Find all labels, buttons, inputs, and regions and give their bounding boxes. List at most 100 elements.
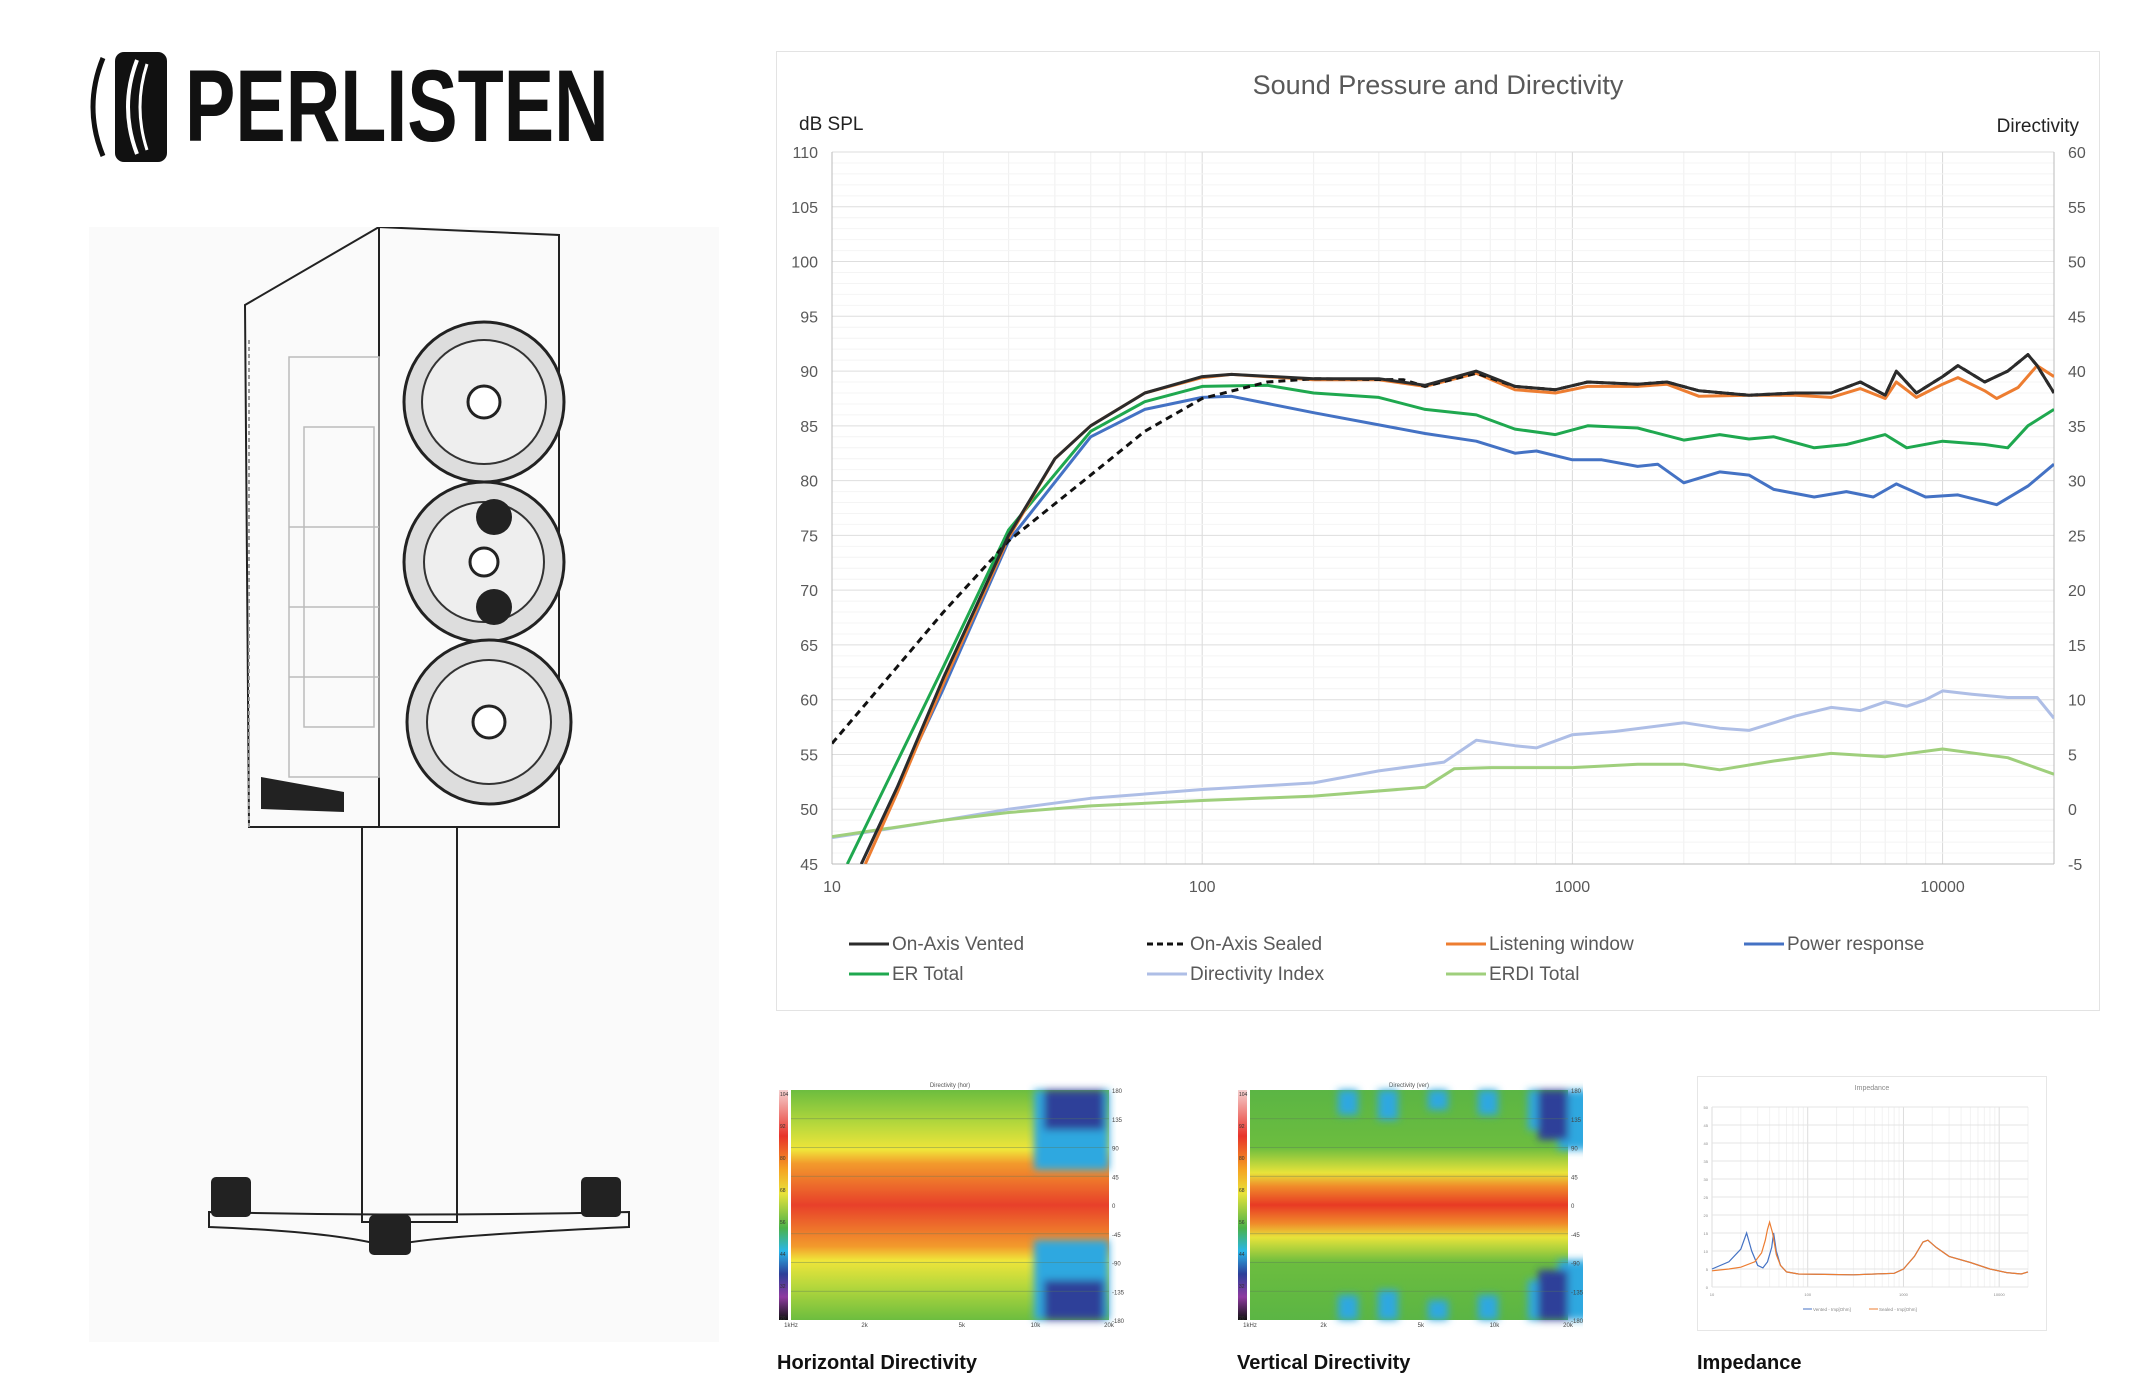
logo-mark-icon xyxy=(90,52,167,162)
legend-label: ERDI Total xyxy=(1489,964,1579,985)
y-tick-label: 55 xyxy=(800,747,818,764)
angle-tick-label: -90 xyxy=(1112,1262,1121,1268)
y-tick-label: 75 xyxy=(800,528,818,545)
series-line-on-axis-vented xyxy=(859,353,2054,864)
y-tick-label: 50 xyxy=(1704,1105,1709,1110)
woofer-top-icon xyxy=(402,320,566,484)
freq-tick-label: 20k xyxy=(1104,1323,1115,1329)
y-tick-label: 35 xyxy=(1704,1159,1709,1164)
angle-tick-label: 180 xyxy=(1112,1089,1123,1095)
y-tick-label: 95 xyxy=(800,309,818,326)
y-tick-label: 90 xyxy=(800,364,818,381)
midrange-tweeter-icon xyxy=(402,480,566,644)
angle-tick-label: -135 xyxy=(1571,1290,1583,1296)
angle-tick-label: 135 xyxy=(1112,1118,1123,1124)
y-tick-label: 85 xyxy=(800,419,818,436)
colorbar-label: 32 xyxy=(780,1284,786,1290)
legend-label: On-Axis Vented xyxy=(892,934,1024,955)
freq-tick-label: 5k xyxy=(959,1323,966,1329)
legend-item: Listening window xyxy=(1446,934,1634,955)
colorbar-label: 80 xyxy=(780,1156,786,1162)
series-line-on-axis-sealed xyxy=(832,353,2054,745)
heatmap-title: Directivity (ver) xyxy=(1389,1083,1429,1089)
y-tick-label: 30 xyxy=(1704,1177,1709,1182)
x-tick-label: 100 xyxy=(1804,1292,1811,1297)
y2-tick-label: 35 xyxy=(2068,419,2086,436)
speaker-illustration xyxy=(89,225,719,1342)
y-tick-label: 65 xyxy=(800,638,818,655)
series-line-directivity-index xyxy=(832,689,2054,840)
y-tick-label: 20 xyxy=(1704,1213,1709,1218)
y-tick-label: 0 xyxy=(1706,1285,1709,1290)
y-tick-label: 80 xyxy=(800,474,818,491)
y2-tick-label: 60 xyxy=(2068,145,2086,162)
colorbar-label: 104 xyxy=(780,1092,789,1098)
colorbar xyxy=(1238,1090,1247,1320)
x-tick-label: 10000 xyxy=(1994,1292,2006,1297)
impedance-series-line xyxy=(1711,1220,2029,1276)
vertical-directivity-heatmap: Directivity (ver) 104 92 80 68 56 44 32 20 180 135… xyxy=(1238,1080,1598,1330)
perlisten-logo: PERLISTEN xyxy=(85,49,685,165)
x-tick-label: 10 xyxy=(1710,1292,1715,1297)
y2-tick-label: 5 xyxy=(2068,747,2077,764)
angle-tick-label: -180 xyxy=(1571,1319,1583,1325)
horizontal-directivity-heatmap: Directivity (hor) 104 92 80 68 56 44 32 20 180 135… xyxy=(779,1080,1125,1330)
y2-tick-label: 15 xyxy=(2068,638,2086,655)
y-tick-label: 70 xyxy=(800,583,818,600)
legend-label: On-Axis Sealed xyxy=(1190,934,1322,955)
freq-tick-label: 10k xyxy=(1031,1323,1042,1329)
y-axis-label: dB SPL xyxy=(799,114,863,135)
y2-axis-label: Directivity xyxy=(1997,116,2080,137)
x-tick-label: 10000 xyxy=(1920,879,1965,896)
legend-item: ERDI Total xyxy=(1446,964,1579,985)
colorbar-label: 68 xyxy=(1239,1188,1245,1194)
y-tick-label: 25 xyxy=(1704,1195,1709,1200)
heatmap-low-level-regions xyxy=(1338,1090,1598,1320)
freq-tick-label: 20k xyxy=(1563,1323,1574,1329)
angle-tick-label: -135 xyxy=(1112,1290,1124,1296)
angle-tick-label: -180 xyxy=(1112,1319,1124,1325)
angle-tick-label: 45 xyxy=(1112,1175,1119,1181)
y2-tick-label: 0 xyxy=(2068,802,2077,819)
brand-name: PERLISTEN xyxy=(185,49,609,163)
legend-item: Directivity Index xyxy=(1147,964,1325,985)
y-tick-label: 50 xyxy=(800,802,818,819)
heatmap-low-level-regions xyxy=(1034,1090,1109,1320)
colorbar-label: 56 xyxy=(1239,1220,1245,1226)
legend-label: Directivity Index xyxy=(1190,964,1325,985)
y-tick-label: 100 xyxy=(791,255,818,272)
freq-tick-label: 1kHz xyxy=(1243,1323,1257,1329)
horizontal-directivity-label: Horizontal Directivity xyxy=(777,1352,978,1374)
colorbar-label: 92 xyxy=(1239,1124,1245,1130)
colorbar-label: 104 xyxy=(1239,1092,1248,1098)
series-line-er-total xyxy=(845,383,2054,864)
angle-tick-label: 180 xyxy=(1571,1089,1582,1095)
impedance-label: Impedance xyxy=(1697,1352,1802,1374)
colorbar-label: 44 xyxy=(780,1252,786,1258)
freq-tick-label: 1kHz xyxy=(784,1323,798,1329)
heatmap-field xyxy=(1250,1090,1568,1320)
angle-tick-label: 90 xyxy=(1112,1147,1119,1153)
angle-tick-label: 135 xyxy=(1571,1118,1582,1124)
colorbar-label: 56 xyxy=(780,1220,786,1226)
y-tick-label: 45 xyxy=(800,857,818,874)
series-line-power-response xyxy=(859,394,2054,864)
x-tick-label: 100 xyxy=(1189,879,1216,896)
colorbar-label: 80 xyxy=(1239,1156,1245,1162)
freq-tick-label: 5k xyxy=(1418,1323,1425,1329)
series-line-erdi-total xyxy=(832,747,2054,839)
colorbar-label: 20 xyxy=(780,1316,786,1322)
legend-item: On-Axis Sealed xyxy=(1147,934,1322,955)
freq-tick-label: 10k xyxy=(1490,1323,1501,1329)
y-tick-label: 10 xyxy=(1704,1249,1709,1254)
y2-tick-label: 50 xyxy=(2068,255,2086,272)
impedance-chart-title: Impedance xyxy=(1855,1085,1890,1092)
y2-tick-label: 55 xyxy=(2068,200,2086,217)
legend-label: Vented - Imp[Ohm] xyxy=(1813,1307,1851,1312)
x-tick-label: 1000 xyxy=(1555,879,1591,896)
colorbar xyxy=(779,1090,788,1320)
y-tick-label: 5 xyxy=(1706,1267,1709,1272)
y2-tick-label: 20 xyxy=(2068,583,2086,600)
angle-tick-label: -45 xyxy=(1571,1233,1580,1239)
colorbar-label: 92 xyxy=(780,1124,786,1130)
